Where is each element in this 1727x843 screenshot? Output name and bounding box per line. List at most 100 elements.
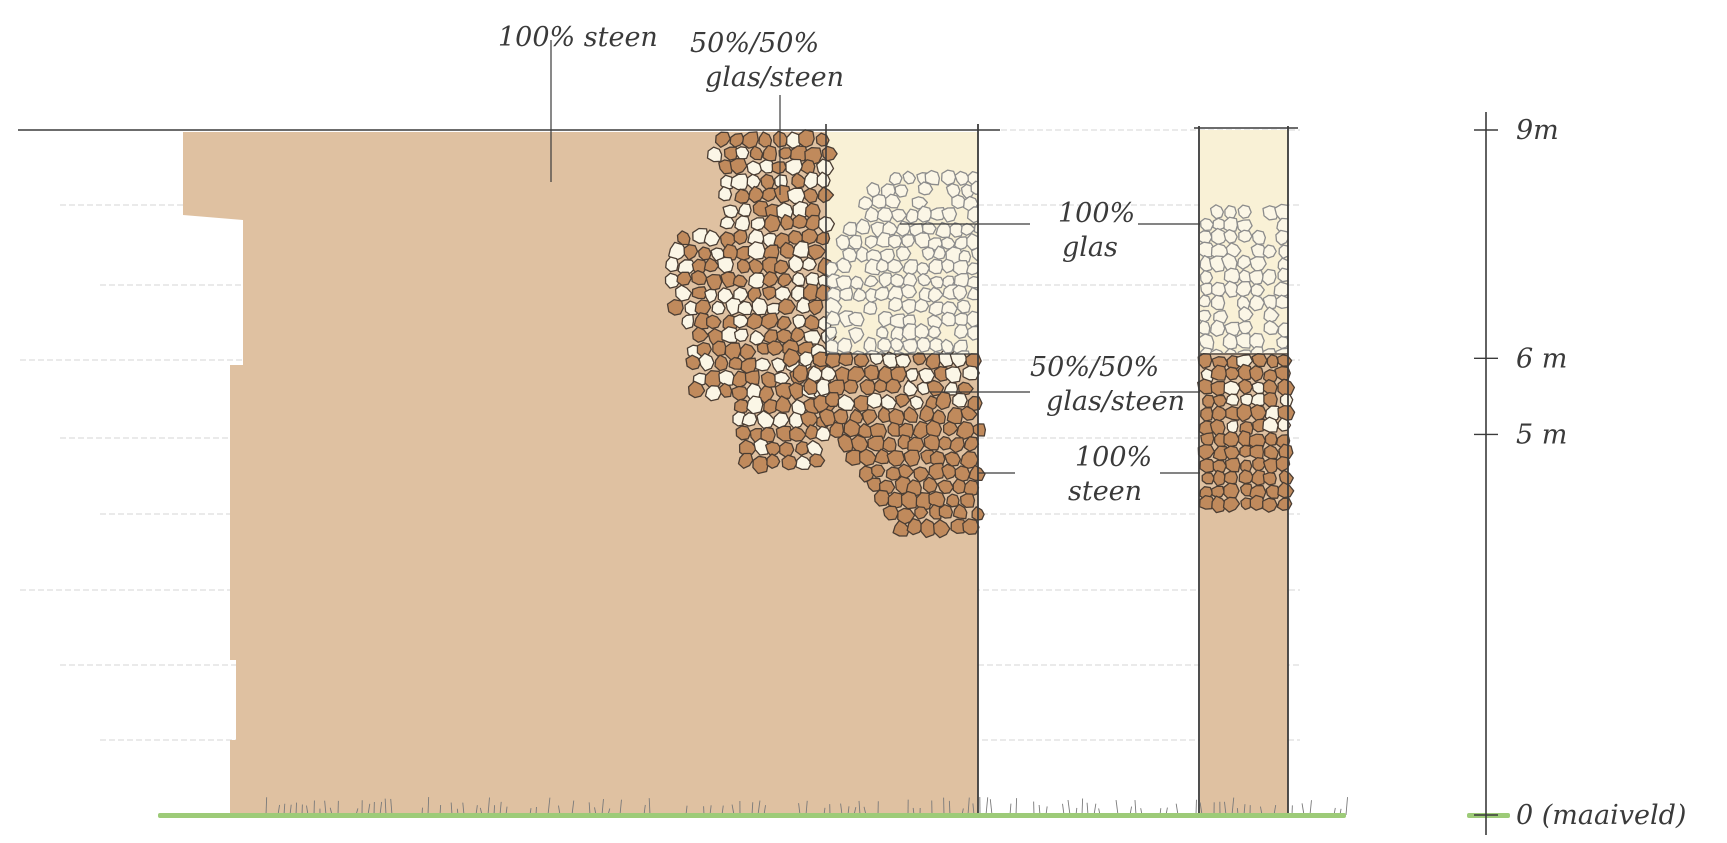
- pebble: [927, 286, 944, 303]
- pebble: [894, 353, 912, 370]
- pebble: [744, 370, 760, 386]
- pebble: [774, 395, 792, 414]
- pebble: [766, 340, 785, 356]
- grass-blade: [390, 798, 393, 816]
- pebble: [850, 275, 864, 290]
- height-scale-label: 6 m: [1516, 343, 1567, 374]
- pebble: [966, 286, 978, 301]
- pebble: [758, 159, 776, 174]
- pebble: [733, 229, 748, 245]
- pebble: [1277, 404, 1296, 422]
- pebble: [944, 451, 962, 467]
- pebble: [905, 368, 919, 383]
- pebble: [886, 449, 906, 467]
- pebble: [1250, 346, 1265, 353]
- grass-blade: [499, 801, 502, 816]
- pebble: [946, 493, 960, 508]
- grass-blade: [1309, 800, 1312, 816]
- pebble: [746, 395, 764, 415]
- pebble: [1238, 469, 1255, 485]
- pebble: [888, 171, 903, 186]
- pebble: [785, 158, 804, 176]
- pebble: [720, 271, 738, 289]
- pebble: [864, 206, 881, 223]
- pebble: [1275, 294, 1288, 310]
- pebble: [703, 257, 720, 273]
- pebble: [724, 342, 742, 361]
- pebble: [836, 337, 853, 354]
- pebble: [827, 379, 846, 397]
- pebble: [1252, 456, 1267, 473]
- grass-blade: [967, 797, 970, 816]
- pebble: [803, 171, 820, 190]
- pebble: [917, 272, 932, 287]
- pebble: [914, 323, 930, 340]
- pebble: [853, 352, 870, 368]
- pebble: [801, 256, 817, 272]
- pebble: [1225, 393, 1240, 406]
- grass-blade: [1115, 799, 1119, 816]
- pebble: [668, 241, 688, 262]
- pebble: [952, 284, 968, 302]
- pebble: [898, 422, 914, 439]
- pebble: [916, 262, 930, 276]
- pebble: [774, 285, 792, 302]
- pebble: [714, 354, 729, 372]
- pebble: [957, 299, 971, 314]
- pebble: [1223, 470, 1239, 485]
- pebble: [1223, 430, 1240, 448]
- pebble: [874, 286, 890, 302]
- pebble: [916, 205, 933, 223]
- pebble: [748, 272, 767, 290]
- pebble: [963, 436, 980, 452]
- pebble: [880, 394, 898, 410]
- height-scale-label: 0 (maaiveld): [1516, 800, 1686, 831]
- pebble: [718, 369, 736, 387]
- pebble: [924, 169, 941, 186]
- pebble: [867, 435, 886, 452]
- pebble: [750, 217, 767, 231]
- pebble: [922, 476, 938, 494]
- pebble: [929, 503, 943, 520]
- pebble: [941, 258, 957, 274]
- pebble: [773, 130, 789, 148]
- pebble: [839, 287, 854, 302]
- pebble: [736, 258, 752, 274]
- pebble: [931, 409, 947, 425]
- pebble: [693, 312, 711, 330]
- label-mix-mid-line2: glas/steen: [1046, 386, 1185, 417]
- label-stone-100-top: 100% steen: [498, 22, 658, 53]
- pebble: [935, 391, 952, 411]
- pebble: [761, 286, 779, 301]
- pebble: [1248, 365, 1264, 383]
- pebble: [944, 366, 962, 384]
- pebble: [919, 404, 935, 423]
- pebble: [952, 478, 967, 495]
- grass-blade: [1134, 800, 1137, 816]
- pebble: [791, 172, 807, 189]
- grass-blade: [757, 800, 761, 816]
- pebble: [1261, 268, 1277, 286]
- pebble: [756, 410, 776, 429]
- pebble: [922, 221, 937, 235]
- pebble: [1276, 354, 1293, 367]
- pebble: [938, 504, 954, 519]
- pebble: [932, 245, 947, 260]
- grass-blade: [1086, 802, 1089, 816]
- pebble: [954, 465, 971, 483]
- grass-blade: [648, 798, 651, 816]
- pebble: [897, 463, 915, 481]
- pebble: [966, 262, 978, 276]
- pebble: [723, 146, 738, 161]
- pebble: [706, 146, 723, 163]
- pebble: [760, 426, 776, 443]
- pebble: [775, 425, 793, 442]
- pebble: [951, 194, 967, 210]
- pebble: [885, 466, 903, 481]
- pebble: [1250, 392, 1267, 407]
- pebble: [1225, 366, 1241, 381]
- pebble: [1277, 322, 1288, 338]
- pebble: [788, 381, 806, 401]
- column-glass-pebbles: [1200, 203, 1288, 353]
